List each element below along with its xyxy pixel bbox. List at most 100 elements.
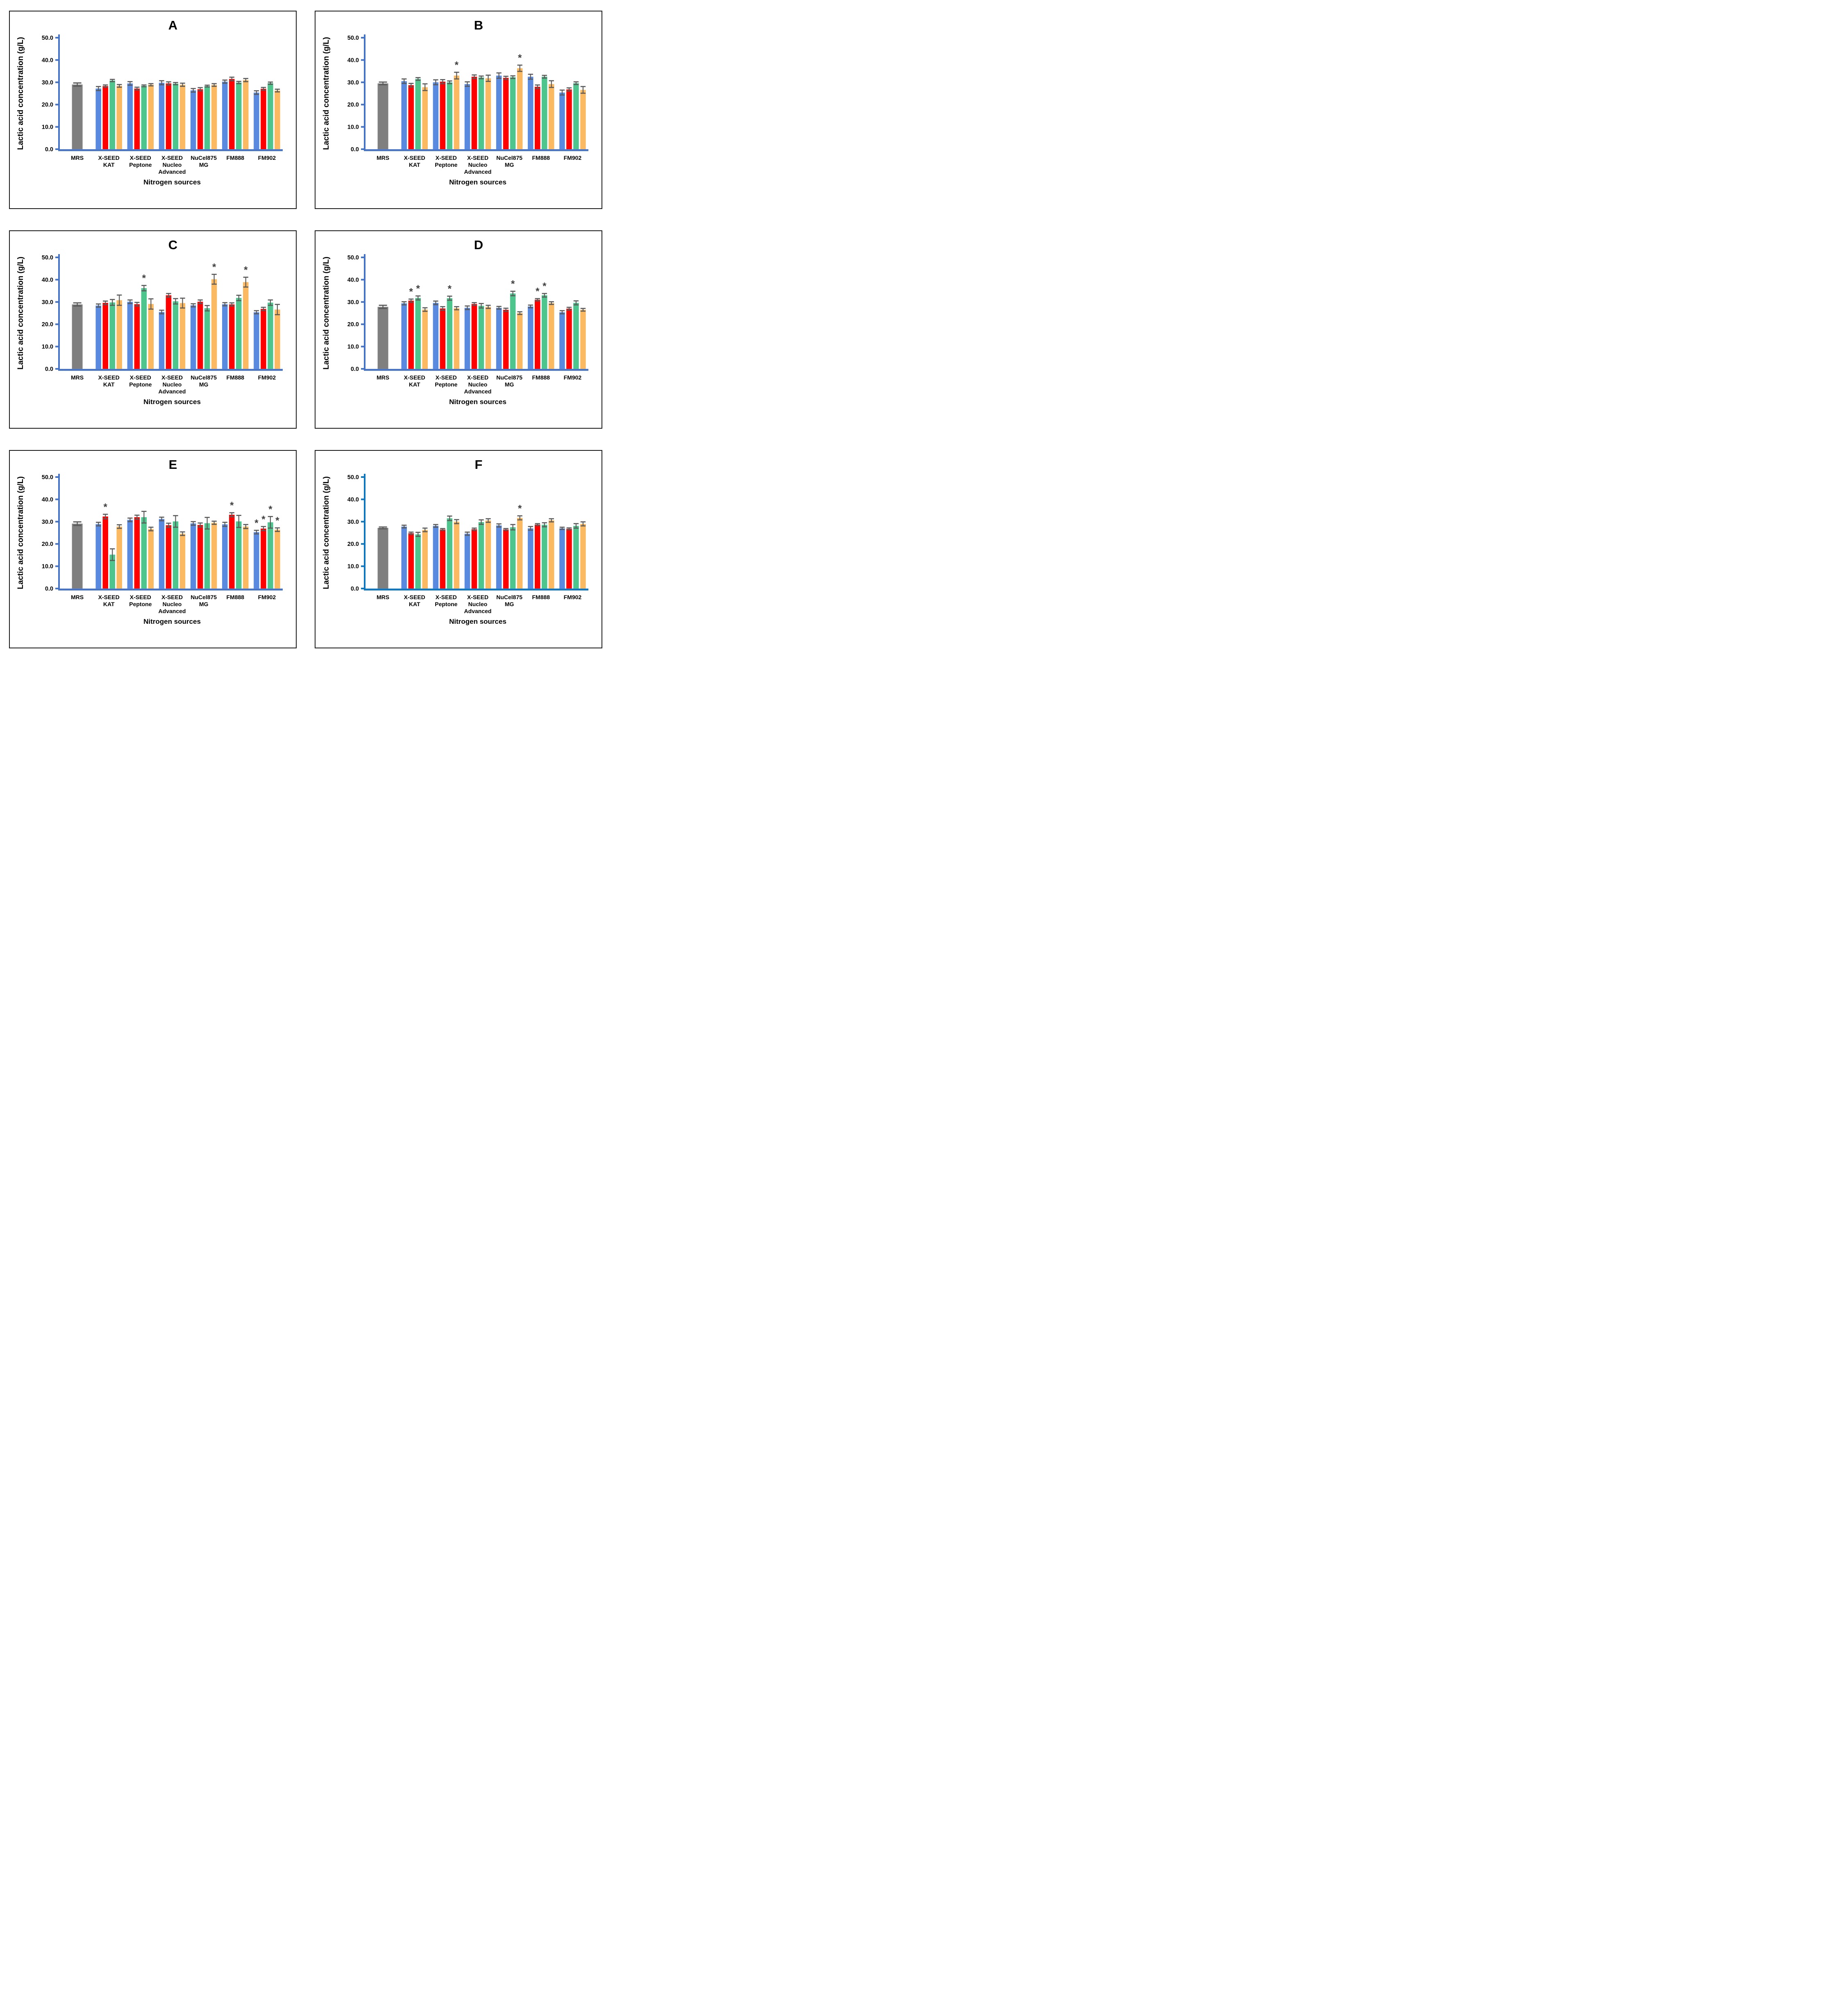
red-bar [197, 525, 203, 589]
category-label: NuCel875 [191, 374, 217, 381]
category-label: NuCel875 [191, 594, 217, 600]
category-label: KAT [103, 601, 115, 607]
mrs-bar [377, 83, 388, 149]
red-bar [440, 529, 446, 589]
panel-letter: E [169, 457, 177, 472]
blue-bar [190, 305, 196, 369]
category-label: FM888 [226, 594, 244, 600]
category-label: Advanced [464, 608, 492, 614]
significance-asterisk: * [448, 284, 452, 295]
green-bar [447, 518, 453, 589]
category-label: Peptone [435, 381, 457, 388]
significance-asterisk: * [455, 59, 459, 70]
y-tick-label: 0.0 [45, 146, 53, 153]
y-axis-title: Lactic acid concentration (g/L) [322, 37, 331, 150]
category-label: MRS [71, 594, 84, 600]
green-bar [109, 80, 115, 149]
category-label: X-SEED [467, 155, 488, 161]
y-tick-label: 10.0 [42, 124, 53, 131]
category-label: MG [505, 381, 514, 388]
red-bar [535, 300, 540, 369]
green-bar [204, 308, 210, 369]
red-bar [102, 302, 108, 369]
category-label: X-SEED [436, 374, 457, 381]
green-bar [510, 293, 516, 369]
blue-bar [528, 306, 533, 369]
category-label: X-SEED [404, 594, 425, 600]
blue-bar [222, 82, 228, 149]
red-bar [102, 516, 108, 589]
category-label: X-SEED [98, 374, 120, 381]
panel-letter: C [168, 238, 177, 252]
y-tick-label: 10.0 [347, 344, 359, 350]
y-tick-label: 40.0 [42, 496, 53, 503]
red-bar [440, 82, 446, 149]
category-label: MG [199, 381, 209, 388]
blue-bar [464, 534, 470, 589]
category-label: X-SEED [98, 594, 120, 600]
significance-asterisk: * [518, 52, 522, 64]
y-tick-label: 0.0 [45, 586, 53, 592]
green-bar [573, 83, 579, 149]
significance-asterisk: * [416, 283, 420, 294]
red-bar [535, 86, 540, 149]
orange-bar [549, 84, 554, 149]
panel-letter: D [474, 238, 483, 252]
blue-bar [464, 307, 470, 369]
x-axis-title: Nitrogen sources [449, 178, 506, 186]
orange-bar [211, 279, 217, 369]
orange-bar [275, 309, 280, 369]
blue-bar [464, 84, 470, 149]
category-label: NuCel875 [496, 594, 522, 600]
category-label: Peptone [435, 601, 457, 607]
red-bar [408, 533, 414, 589]
category-label: Peptone [129, 161, 152, 168]
orange-bar [422, 309, 428, 369]
x-axis-title: Nitrogen sources [449, 618, 506, 625]
blue-bar [401, 81, 407, 149]
green-bar [415, 298, 421, 369]
blue-bar [159, 519, 165, 589]
y-tick-label: 40.0 [347, 496, 359, 503]
green-bar [109, 555, 115, 589]
significance-asterisk: * [511, 279, 515, 290]
green-bar [268, 83, 273, 149]
blue-bar [528, 77, 533, 149]
category-label: FM888 [532, 594, 550, 600]
green-bar [173, 301, 179, 369]
green-bar [510, 77, 516, 149]
category-label: FM888 [226, 155, 244, 161]
orange-bar [517, 68, 523, 149]
blue-bar [559, 92, 565, 149]
orange-bar [485, 78, 491, 149]
green-bar [542, 77, 547, 149]
green-bar [141, 517, 147, 589]
category-label: FM888 [532, 155, 550, 161]
blue-bar [159, 82, 165, 149]
red-bar [134, 304, 140, 369]
orange-bar [179, 303, 186, 369]
significance-asterisk: * [518, 503, 522, 514]
red-bar [166, 525, 172, 589]
blue-bar [190, 523, 196, 589]
orange-bar [454, 308, 460, 369]
category-label: X-SEED [436, 594, 457, 600]
orange-bar [275, 530, 280, 589]
green-bar [268, 522, 273, 589]
y-tick-label: 30.0 [42, 519, 53, 525]
orange-bar [243, 526, 249, 589]
category-label: Nucleo [163, 381, 182, 388]
y-axis-title: Lactic acid concentration (g/L) [16, 257, 25, 370]
category-label: FM902 [258, 594, 276, 600]
category-label: MG [505, 161, 514, 168]
category-label: MRS [377, 374, 389, 381]
category-label: X-SEED [161, 155, 183, 161]
mrs-bar [72, 304, 83, 369]
category-label: Peptone [129, 381, 152, 388]
x-axis-title: Nitrogen sources [143, 178, 201, 186]
blue-bar [433, 526, 439, 589]
green-bar [542, 525, 547, 589]
category-label: Peptone [435, 161, 457, 168]
category-label: X-SEED [130, 594, 151, 600]
